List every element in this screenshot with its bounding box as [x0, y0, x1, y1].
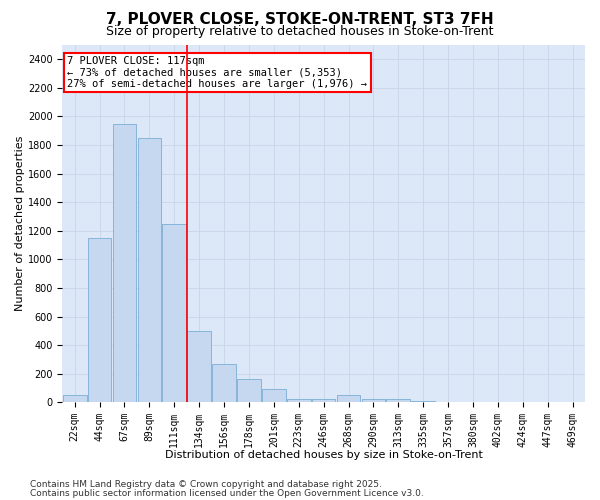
- Bar: [337, 395, 361, 402]
- Bar: [412, 401, 435, 402]
- Bar: [88, 238, 112, 402]
- Bar: [113, 124, 136, 402]
- Bar: [137, 138, 161, 402]
- Text: Contains public sector information licensed under the Open Government Licence v3: Contains public sector information licen…: [30, 488, 424, 498]
- Bar: [386, 400, 410, 402]
- Bar: [63, 395, 86, 402]
- Bar: [262, 390, 286, 402]
- Bar: [237, 380, 261, 402]
- Text: 7, PLOVER CLOSE, STOKE-ON-TRENT, ST3 7FH: 7, PLOVER CLOSE, STOKE-ON-TRENT, ST3 7FH: [106, 12, 494, 28]
- X-axis label: Distribution of detached houses by size in Stoke-on-Trent: Distribution of detached houses by size …: [164, 450, 482, 460]
- Y-axis label: Number of detached properties: Number of detached properties: [15, 136, 25, 312]
- Bar: [187, 331, 211, 402]
- Text: 7 PLOVER CLOSE: 117sqm
← 73% of detached houses are smaller (5,353)
27% of semi-: 7 PLOVER CLOSE: 117sqm ← 73% of detached…: [67, 56, 367, 89]
- Bar: [212, 364, 236, 402]
- Text: Contains HM Land Registry data © Crown copyright and database right 2025.: Contains HM Land Registry data © Crown c…: [30, 480, 382, 489]
- Bar: [287, 398, 311, 402]
- Bar: [163, 224, 186, 402]
- Bar: [312, 398, 335, 402]
- Bar: [362, 400, 385, 402]
- Text: Size of property relative to detached houses in Stoke-on-Trent: Size of property relative to detached ho…: [106, 25, 494, 38]
